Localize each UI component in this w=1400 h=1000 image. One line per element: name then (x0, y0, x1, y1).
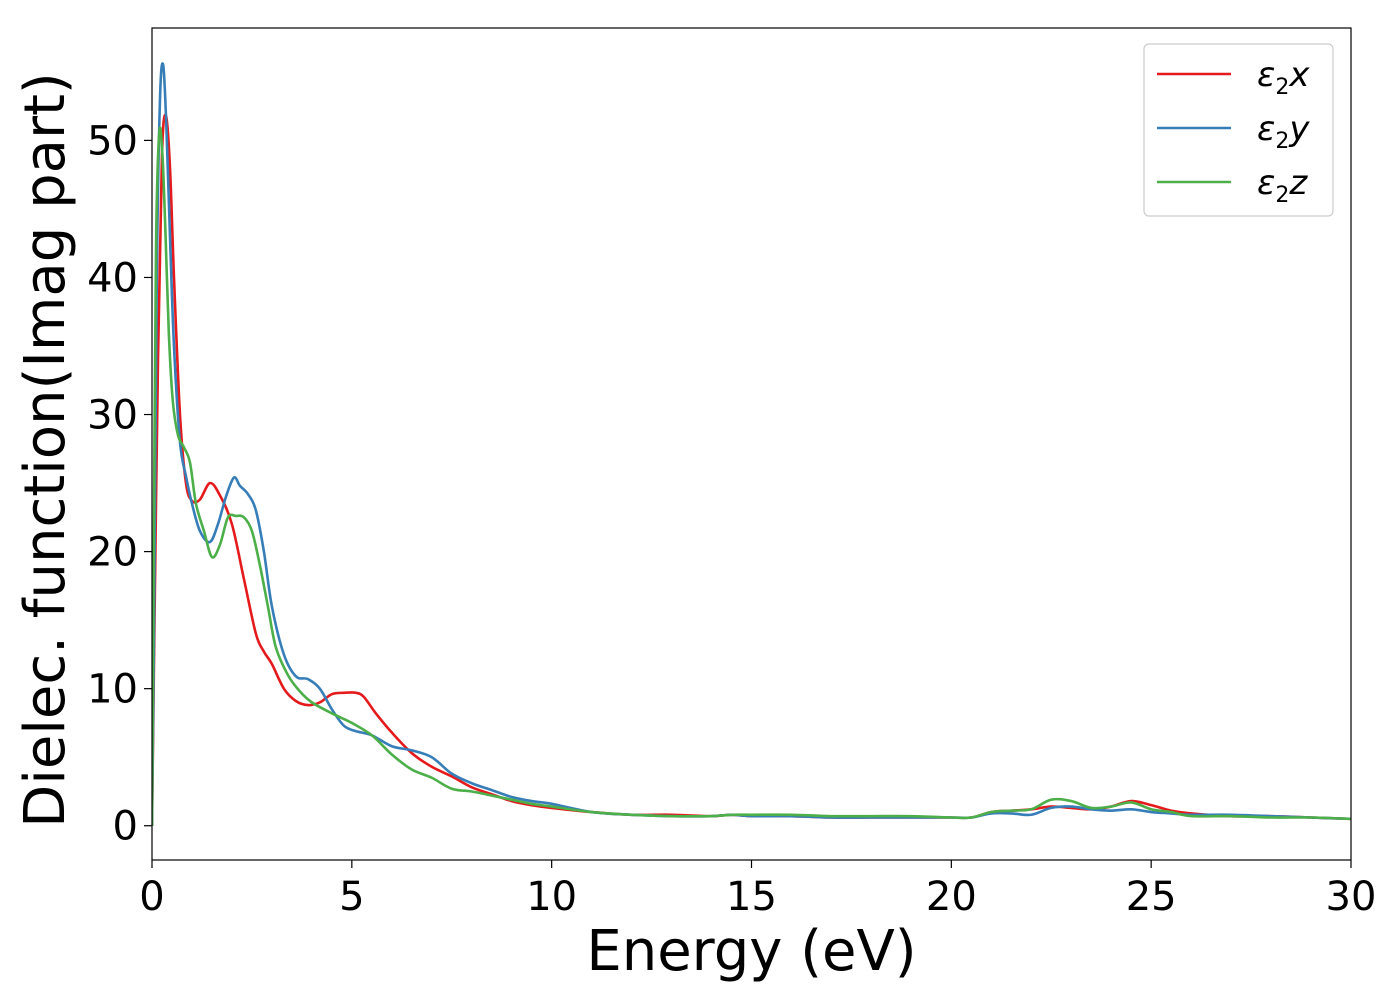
y-tick-label: 30 (87, 393, 138, 439)
series-line-z (152, 126, 1351, 826)
x-tick-label: 0 (139, 874, 164, 920)
legend: ε2x ε2y ε2z (1143, 43, 1334, 217)
legend-label-x: ε2x (1257, 55, 1310, 100)
y-axis-label: Dielec. function(Imag part) (13, 72, 78, 828)
x-tick-label: 20 (926, 874, 977, 920)
legend-label-y: ε2y (1257, 109, 1310, 154)
y-tick-label: 50 (87, 118, 138, 164)
y-tick-label: 40 (87, 255, 138, 301)
y-tick-label: 0 (113, 804, 138, 850)
series-layer (152, 62, 1351, 826)
x-axis-label: Energy (eV) (586, 919, 916, 984)
x-tick-label: 5 (339, 874, 364, 920)
x-tick-label: 25 (1126, 874, 1177, 920)
legend-box (1143, 43, 1334, 217)
x-tick-label: 15 (726, 874, 777, 920)
x-tick-label: 10 (526, 874, 577, 920)
legend-label-z: ε2z (1257, 163, 1308, 208)
axis-layer: 0 5 10 15 20 25 30 0 10 20 30 40 50 Energy (eV) Dielec… (13, 27, 1377, 984)
series-line-x (152, 113, 1351, 826)
y-tick-label: 10 (87, 667, 138, 713)
y-tick-label: 20 (87, 530, 138, 576)
x-tick-label: 30 (1326, 874, 1377, 920)
